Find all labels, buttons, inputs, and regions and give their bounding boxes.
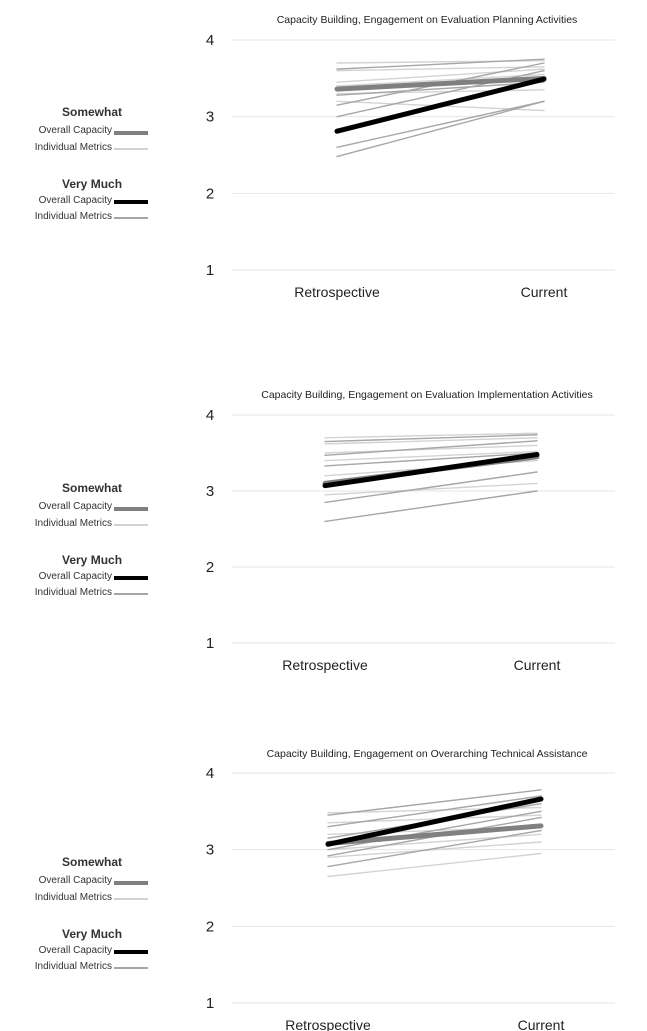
legend-verymuch-individual-swatch (114, 593, 148, 595)
somewhat-individual-line (324, 450, 538, 462)
chart-panel-implementation: Capacity Building, Engagement on Evaluat… (0, 375, 647, 705)
verymuch-individual-line (327, 795, 542, 828)
x-tick-label: Retrospective (294, 284, 380, 300)
legend-verymuch-heading: Very Much (62, 177, 123, 191)
legend-verymuch-individual-label: Individual Metrics (34, 961, 112, 972)
chart-svg-implementation: Capacity Building, Engagement on Evaluat… (206, 389, 615, 673)
chart-title: Capacity Building, Engagement on Overarc… (267, 748, 588, 760)
verymuch-individual-line (336, 100, 545, 149)
legend-verymuch-individual-swatch (114, 967, 148, 969)
legend-technical-assistance: Somewhat Overall Capacity Individual Met… (0, 855, 160, 975)
legend-somewhat-overall-swatch (114, 507, 148, 511)
legend-verymuch-overall-label: Overall Capacity (38, 195, 112, 206)
legend-verymuch-overall-label: Overall Capacity (38, 945, 112, 956)
legend-verymuch-overall-swatch (114, 950, 148, 954)
legend-somewhat-heading: Somewhat (62, 105, 123, 119)
x-tick-label: Current (521, 284, 568, 300)
somewhat-individual-line (324, 444, 538, 454)
legend-verymuch-individual-label: Individual Metrics (34, 587, 112, 598)
chart-svg-technical-assistance: Capacity Building, Engagement on Overarc… (206, 748, 615, 1031)
legend-somewhat-individual-swatch (114, 524, 148, 526)
x-tick-label: Current (514, 657, 561, 673)
verymuch-individual-line (324, 452, 538, 467)
verymuch-individual-line (324, 434, 538, 443)
somewhat-individual-line (336, 73, 545, 87)
legend-somewhat-individual-label: Individual Metrics (34, 518, 112, 529)
somewhat-overall-line (334, 75, 547, 92)
legend-somewhat-heading: Somewhat (62, 481, 123, 495)
legend-somewhat-overall-label: Overall Capacity (38, 501, 112, 512)
legend-verymuch-heading: Very Much (62, 553, 123, 567)
legend-verymuch-overall-swatch (114, 576, 148, 580)
chart-svg-planning: Capacity Building, Engagement on Evaluat… (206, 14, 615, 300)
verymuch-individual-line (327, 829, 542, 868)
verymuch-overall-line (322, 452, 540, 489)
verymuch-individual-line (336, 58, 545, 70)
verymuch-overall-line (334, 76, 547, 134)
y-tick-label: 4 (206, 32, 214, 49)
y-tick-label: 3 (206, 109, 214, 126)
y-tick-label: 2 (206, 185, 214, 202)
legend-somewhat-overall-swatch (114, 881, 148, 885)
legend-verymuch-heading: Very Much (62, 927, 123, 941)
somewhat-individual-line (327, 852, 542, 878)
verymuch-individual-line (327, 810, 542, 851)
y-tick-label: 2 (206, 918, 214, 935)
legend-implementation: Somewhat Overall Capacity Individual Met… (0, 481, 160, 601)
y-tick-label: 3 (206, 483, 214, 500)
x-tick-label: Retrospective (285, 1017, 371, 1031)
somewhat-individual-line (336, 68, 545, 83)
verymuch-individual-line (324, 471, 538, 504)
y-tick-label: 2 (206, 559, 214, 576)
legend-somewhat-individual-label: Individual Metrics (34, 142, 112, 153)
legend-somewhat-individual-swatch (114, 148, 148, 150)
somewhat-individual-line (327, 841, 542, 859)
legend-verymuch-individual-label: Individual Metrics (34, 211, 112, 222)
legend-somewhat-individual-swatch (114, 898, 148, 900)
verymuch-individual-line (324, 490, 538, 523)
chart-title: Capacity Building, Engagement on Evaluat… (261, 389, 593, 401)
legend-somewhat-overall-label: Overall Capacity (38, 875, 112, 886)
legend-somewhat-heading: Somewhat (62, 855, 123, 869)
y-tick-label: 4 (206, 765, 214, 782)
somewhat-individual-line (336, 66, 545, 72)
legend-planning: Somewhat Overall Capacity Individual Met… (0, 105, 160, 225)
y-tick-label: 1 (206, 262, 214, 279)
verymuch-individual-line (336, 100, 545, 158)
y-tick-label: 1 (206, 635, 214, 652)
somewhat-individual-line (324, 437, 538, 445)
y-tick-label: 3 (206, 842, 214, 859)
legend-somewhat-individual-label: Individual Metrics (34, 892, 112, 903)
x-tick-label: Current (518, 1017, 565, 1031)
y-tick-label: 4 (206, 407, 214, 424)
verymuch-individual-line (324, 440, 538, 456)
somewhat-individual-line (324, 432, 538, 439)
somewhat-individual-line (324, 482, 538, 496)
verymuch-overall-line (325, 796, 544, 847)
somewhat-overall-line (325, 823, 544, 847)
chart-panel-technical-assistance: Capacity Building, Engagement on Overarc… (0, 733, 647, 1031)
x-tick-label: Retrospective (282, 657, 368, 673)
legend-somewhat-overall-label: Overall Capacity (38, 125, 112, 136)
chart-title: Capacity Building, Engagement on Evaluat… (277, 14, 578, 26)
legend-verymuch-overall-swatch (114, 200, 148, 204)
verymuch-individual-line (327, 789, 542, 816)
legend-verymuch-individual-swatch (114, 217, 148, 219)
y-tick-label: 1 (206, 995, 214, 1012)
legend-somewhat-overall-swatch (114, 131, 148, 135)
legend-verymuch-overall-label: Overall Capacity (38, 571, 112, 582)
chart-panel-planning: Capacity Building, Engagement on Evaluat… (0, 0, 647, 330)
verymuch-individual-line (336, 81, 545, 96)
